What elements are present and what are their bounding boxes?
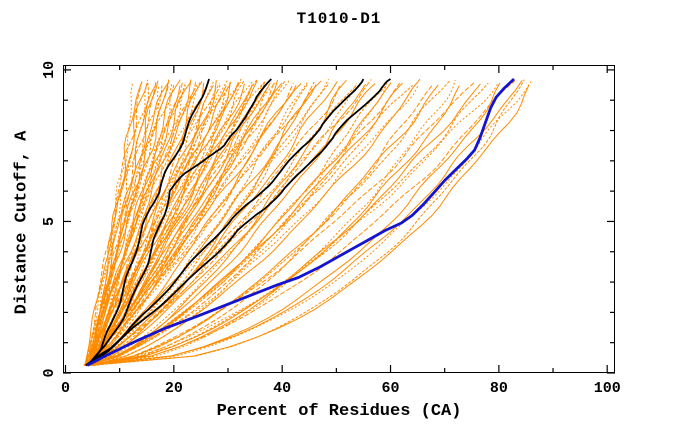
- model-curve: [86, 82, 271, 366]
- model-curve: [88, 79, 229, 366]
- model-curve: [87, 81, 338, 366]
- model-curve: [92, 78, 242, 366]
- model-curve: [86, 84, 530, 366]
- model-curve: [91, 79, 525, 366]
- x-tick-label: 40: [273, 380, 291, 397]
- model-curve: [86, 80, 322, 366]
- black-model-curves: [85, 78, 392, 367]
- y-tick-label: 0: [41, 368, 58, 377]
- model-curve: [88, 84, 439, 366]
- model-curve: [89, 82, 265, 366]
- model-curve: [85, 83, 263, 366]
- model-curve: [92, 84, 358, 366]
- tick-labels: 0 20 40 60 80 100 0 5 10: [41, 61, 621, 397]
- model-curve: [92, 80, 516, 366]
- model-curve: [92, 80, 450, 366]
- model-curve: [89, 83, 220, 366]
- model-curve: [85, 83, 499, 366]
- model-curve: [87, 85, 413, 366]
- model-curve: [85, 79, 372, 366]
- model-curve: [84, 82, 148, 366]
- model-curve: [93, 83, 376, 366]
- model-curve: [85, 85, 460, 366]
- model-curve: [90, 81, 239, 366]
- model-curve: [87, 84, 387, 366]
- model-curve: [83, 81, 315, 366]
- reference-model-curve: [87, 78, 210, 367]
- reference-model-curve: [87, 78, 272, 366]
- x-tick-label: 100: [594, 380, 621, 397]
- x-tick-label: 0: [61, 380, 70, 397]
- reference-model-curve: [87, 78, 392, 367]
- model-curve: [84, 84, 198, 366]
- plot-frame: [63, 65, 615, 373]
- chart-title: T1010-D1: [296, 10, 382, 28]
- model-curve: [87, 82, 501, 366]
- model-curve: [85, 80, 245, 366]
- reference-model-curve: [85, 78, 365, 367]
- model-curve: [90, 79, 258, 366]
- model-curve: [86, 83, 367, 366]
- model-curve: [84, 80, 523, 366]
- model-curve: [87, 83, 302, 366]
- model-curve: [85, 82, 169, 366]
- x-tick-label: 20: [165, 380, 183, 397]
- model-curve: [84, 81, 309, 366]
- model-curve: [92, 79, 217, 366]
- model-curve: [92, 82, 276, 366]
- model-curve: [87, 83, 148, 366]
- model-curve: [88, 82, 403, 366]
- model-curve: [88, 84, 297, 366]
- model-curve: [84, 82, 401, 366]
- x-axis-label: Percent of Residues (CA): [216, 402, 462, 421]
- model-curve: [84, 84, 419, 366]
- y-tick-label: 10: [41, 61, 58, 79]
- model-curve: [93, 82, 475, 366]
- orange-model-curves: [83, 78, 532, 366]
- model-curve: [90, 82, 209, 366]
- model-curve: [87, 78, 330, 366]
- model-curve: [90, 80, 157, 366]
- model-curve: [88, 79, 149, 366]
- axis-ticks: [63, 65, 615, 374]
- model-curve: [85, 83, 271, 366]
- x-tick-label: 80: [490, 380, 508, 397]
- model-curve: [88, 79, 192, 366]
- x-tick-label: 60: [382, 380, 400, 397]
- y-tick-label: 5: [41, 217, 58, 226]
- model-curve: [92, 79, 456, 366]
- model-curve: [91, 85, 181, 366]
- model-curve: [86, 84, 175, 366]
- highlighted-model-path: [86, 77, 515, 367]
- model-curve: [84, 84, 341, 366]
- model-curve: [89, 82, 392, 366]
- blue-highlight-curve: [86, 77, 515, 367]
- model-curve: [84, 84, 160, 366]
